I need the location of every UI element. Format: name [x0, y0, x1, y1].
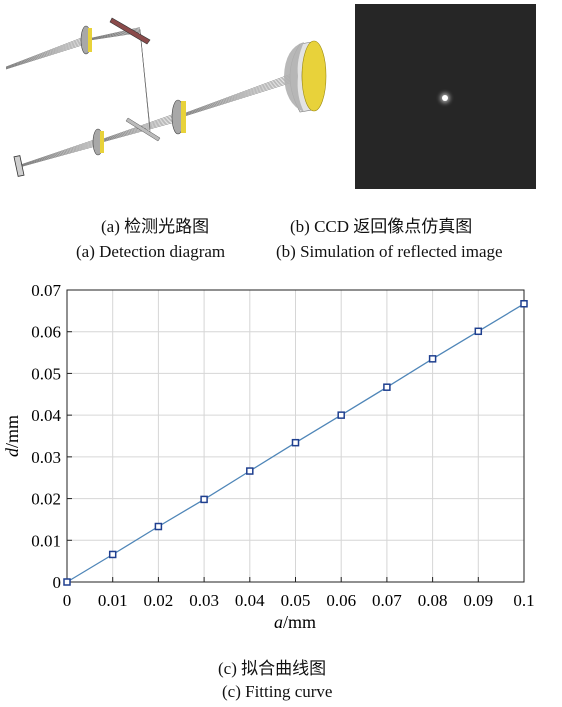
caption-b-en: (b) Simulation of reflected image	[276, 242, 503, 261]
x-tick-label: 0.02	[144, 591, 174, 610]
data-point-marker	[337, 411, 345, 419]
y-tick-label: 0.04	[31, 406, 61, 425]
data-point-marker	[520, 300, 528, 308]
y-tick-label: 0.05	[31, 364, 61, 383]
beam-splitter	[125, 117, 161, 142]
y-tick-label: 0.03	[31, 448, 61, 467]
x-axis-label: a/mm	[274, 612, 316, 632]
x-tick-label: 0.04	[235, 591, 265, 610]
y-tick-label: 0	[53, 573, 62, 592]
x-tick-label: 0.07	[372, 591, 402, 610]
x-tick-label: 0.1	[513, 591, 534, 610]
data-point-marker	[154, 522, 163, 531]
data-point-marker	[383, 383, 391, 391]
x-tick-label: 0.09	[463, 591, 493, 610]
ccd-detector	[13, 155, 25, 177]
data-point-marker	[291, 438, 300, 447]
reflected-spot	[442, 95, 448, 101]
detection-diagram	[0, 0, 340, 200]
y-axis-label: d/mm	[2, 415, 22, 457]
x-tick-label: 0.08	[418, 591, 448, 610]
lens-upper-left-rim	[88, 28, 92, 52]
data-point-marker	[108, 550, 117, 559]
data-point-marker	[200, 495, 208, 504]
x-tick-label: 0.06	[326, 591, 356, 610]
caption-c-en: (c) Fitting curve	[222, 682, 333, 701]
detection-diagram-drawing	[5, 17, 327, 177]
y-tick-label: 0.01	[31, 531, 61, 550]
lens-middle-rim	[181, 101, 186, 133]
caption-b-cn: (b) CCD 返回像点仿真图	[290, 217, 473, 236]
data-point-marker	[246, 467, 254, 475]
caption-a-cn: (a) 检测光路图	[101, 217, 210, 236]
y-tick-label: 0.06	[31, 323, 61, 342]
spherical-mirror-shade	[284, 42, 304, 112]
caption-c-cn: (c) 拟合曲线图	[218, 659, 327, 678]
ccd-image	[355, 4, 536, 189]
spherical-mirror-face	[301, 40, 327, 112]
lens-lower-rim	[100, 131, 104, 153]
data-point-marker	[63, 578, 71, 586]
data-point-marker	[428, 355, 437, 363]
y-tick-label: 0.02	[31, 490, 61, 509]
x-tick-label: 0.01	[98, 591, 128, 610]
x-tick-label: 0.03	[189, 591, 219, 610]
data-point-marker	[474, 327, 483, 336]
mirror-upper	[109, 17, 151, 45]
fitting-curve-chart: 0 0.01 0.02 0.03 0.04 0.05 0.06 0.07 0.08 0.09 0.1…	[2, 281, 535, 632]
x-tick-label: 0	[63, 591, 72, 610]
y-tick-label: 0.07	[31, 281, 61, 300]
caption-a-en: (a) Detection diagram	[76, 242, 226, 261]
x-tick-label: 0.05	[281, 591, 311, 610]
